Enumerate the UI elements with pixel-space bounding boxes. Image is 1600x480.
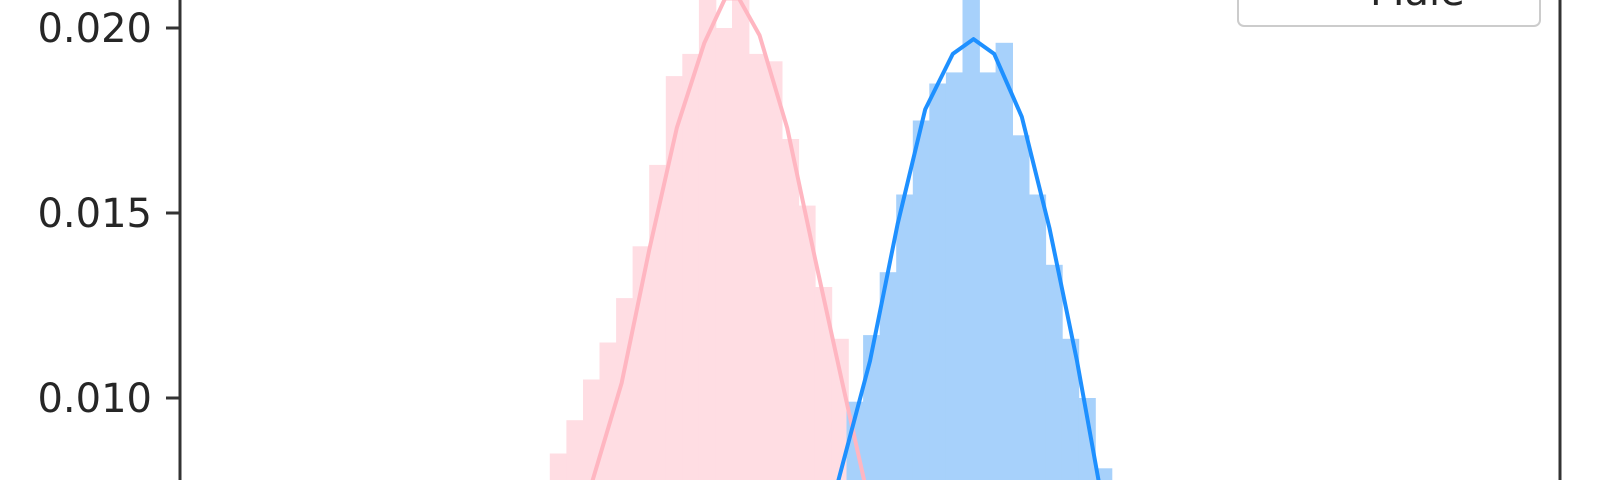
histogram-bar [781,139,800,480]
histogram-bar [748,53,766,480]
kde-line [590,0,867,480]
histogram-bar [732,0,750,480]
histogram-bar [715,28,733,480]
histogram-bar [1094,468,1113,480]
histogram-bar [896,194,914,480]
histogram-bar [831,338,849,480]
histogram-bar [665,76,684,480]
histogram-bar [1012,135,1030,480]
histogram-bar [945,72,964,480]
y-tick-label: 0.010 [37,376,152,422]
plot-area [549,0,1113,480]
y-tick-label: 0.015 [37,191,152,237]
series-1 [846,0,1113,480]
histogram-bar [814,287,833,480]
histogram-bar [798,205,816,480]
histogram-bar [682,53,700,480]
histogram-bar [912,120,931,480]
histogram-bar [962,0,980,480]
histogram-bar [549,453,568,480]
histogram-bar [583,379,601,480]
legend-frame [1237,0,1541,27]
y-tick-label: 0.020 [37,6,152,52]
histogram-bar [979,72,997,480]
histogram-bar [566,420,584,480]
histogram-bar [1045,264,1063,480]
histogram-bar [765,61,783,480]
histogram-bar [1061,338,1080,480]
histogram-bar [929,83,947,480]
histogram-bar [1078,398,1096,480]
histogram-bar [879,272,898,480]
axes: 0.020 0.015 0.010 [37,0,1562,480]
series-0 [549,0,866,480]
histogram-bar [1028,194,1047,480]
kde-line [836,37,1101,480]
legend[interactable]: Male [1237,0,1541,27]
legend-label-male: Male [1370,0,1465,15]
histogram-bar [698,0,717,480]
histogram-bar [649,164,667,480]
histogram-bar [995,42,1013,480]
